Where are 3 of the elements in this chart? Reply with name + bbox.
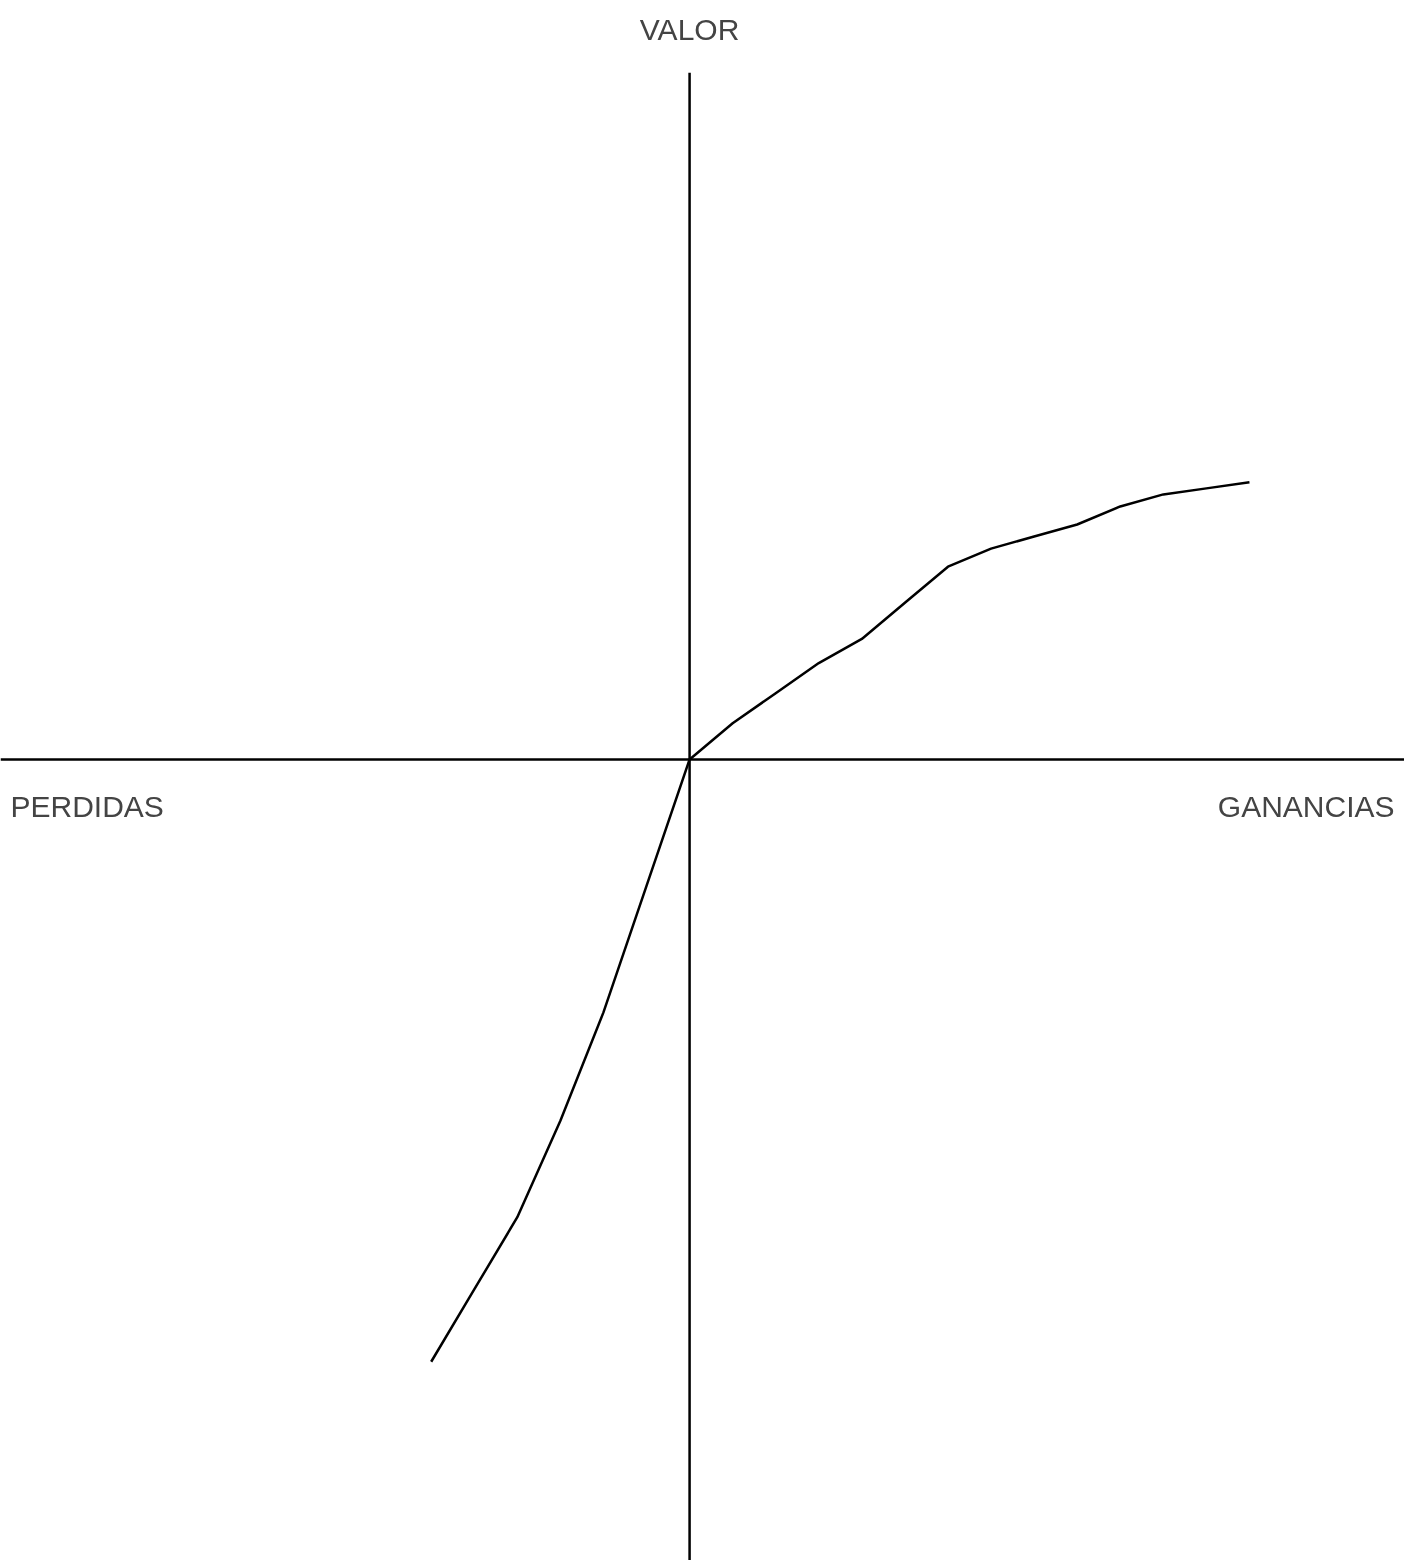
annotation: GANANCIAS xyxy=(1217,789,1395,823)
text: PERDIDAS xyxy=(10,789,164,823)
text: VALOR xyxy=(639,12,740,46)
